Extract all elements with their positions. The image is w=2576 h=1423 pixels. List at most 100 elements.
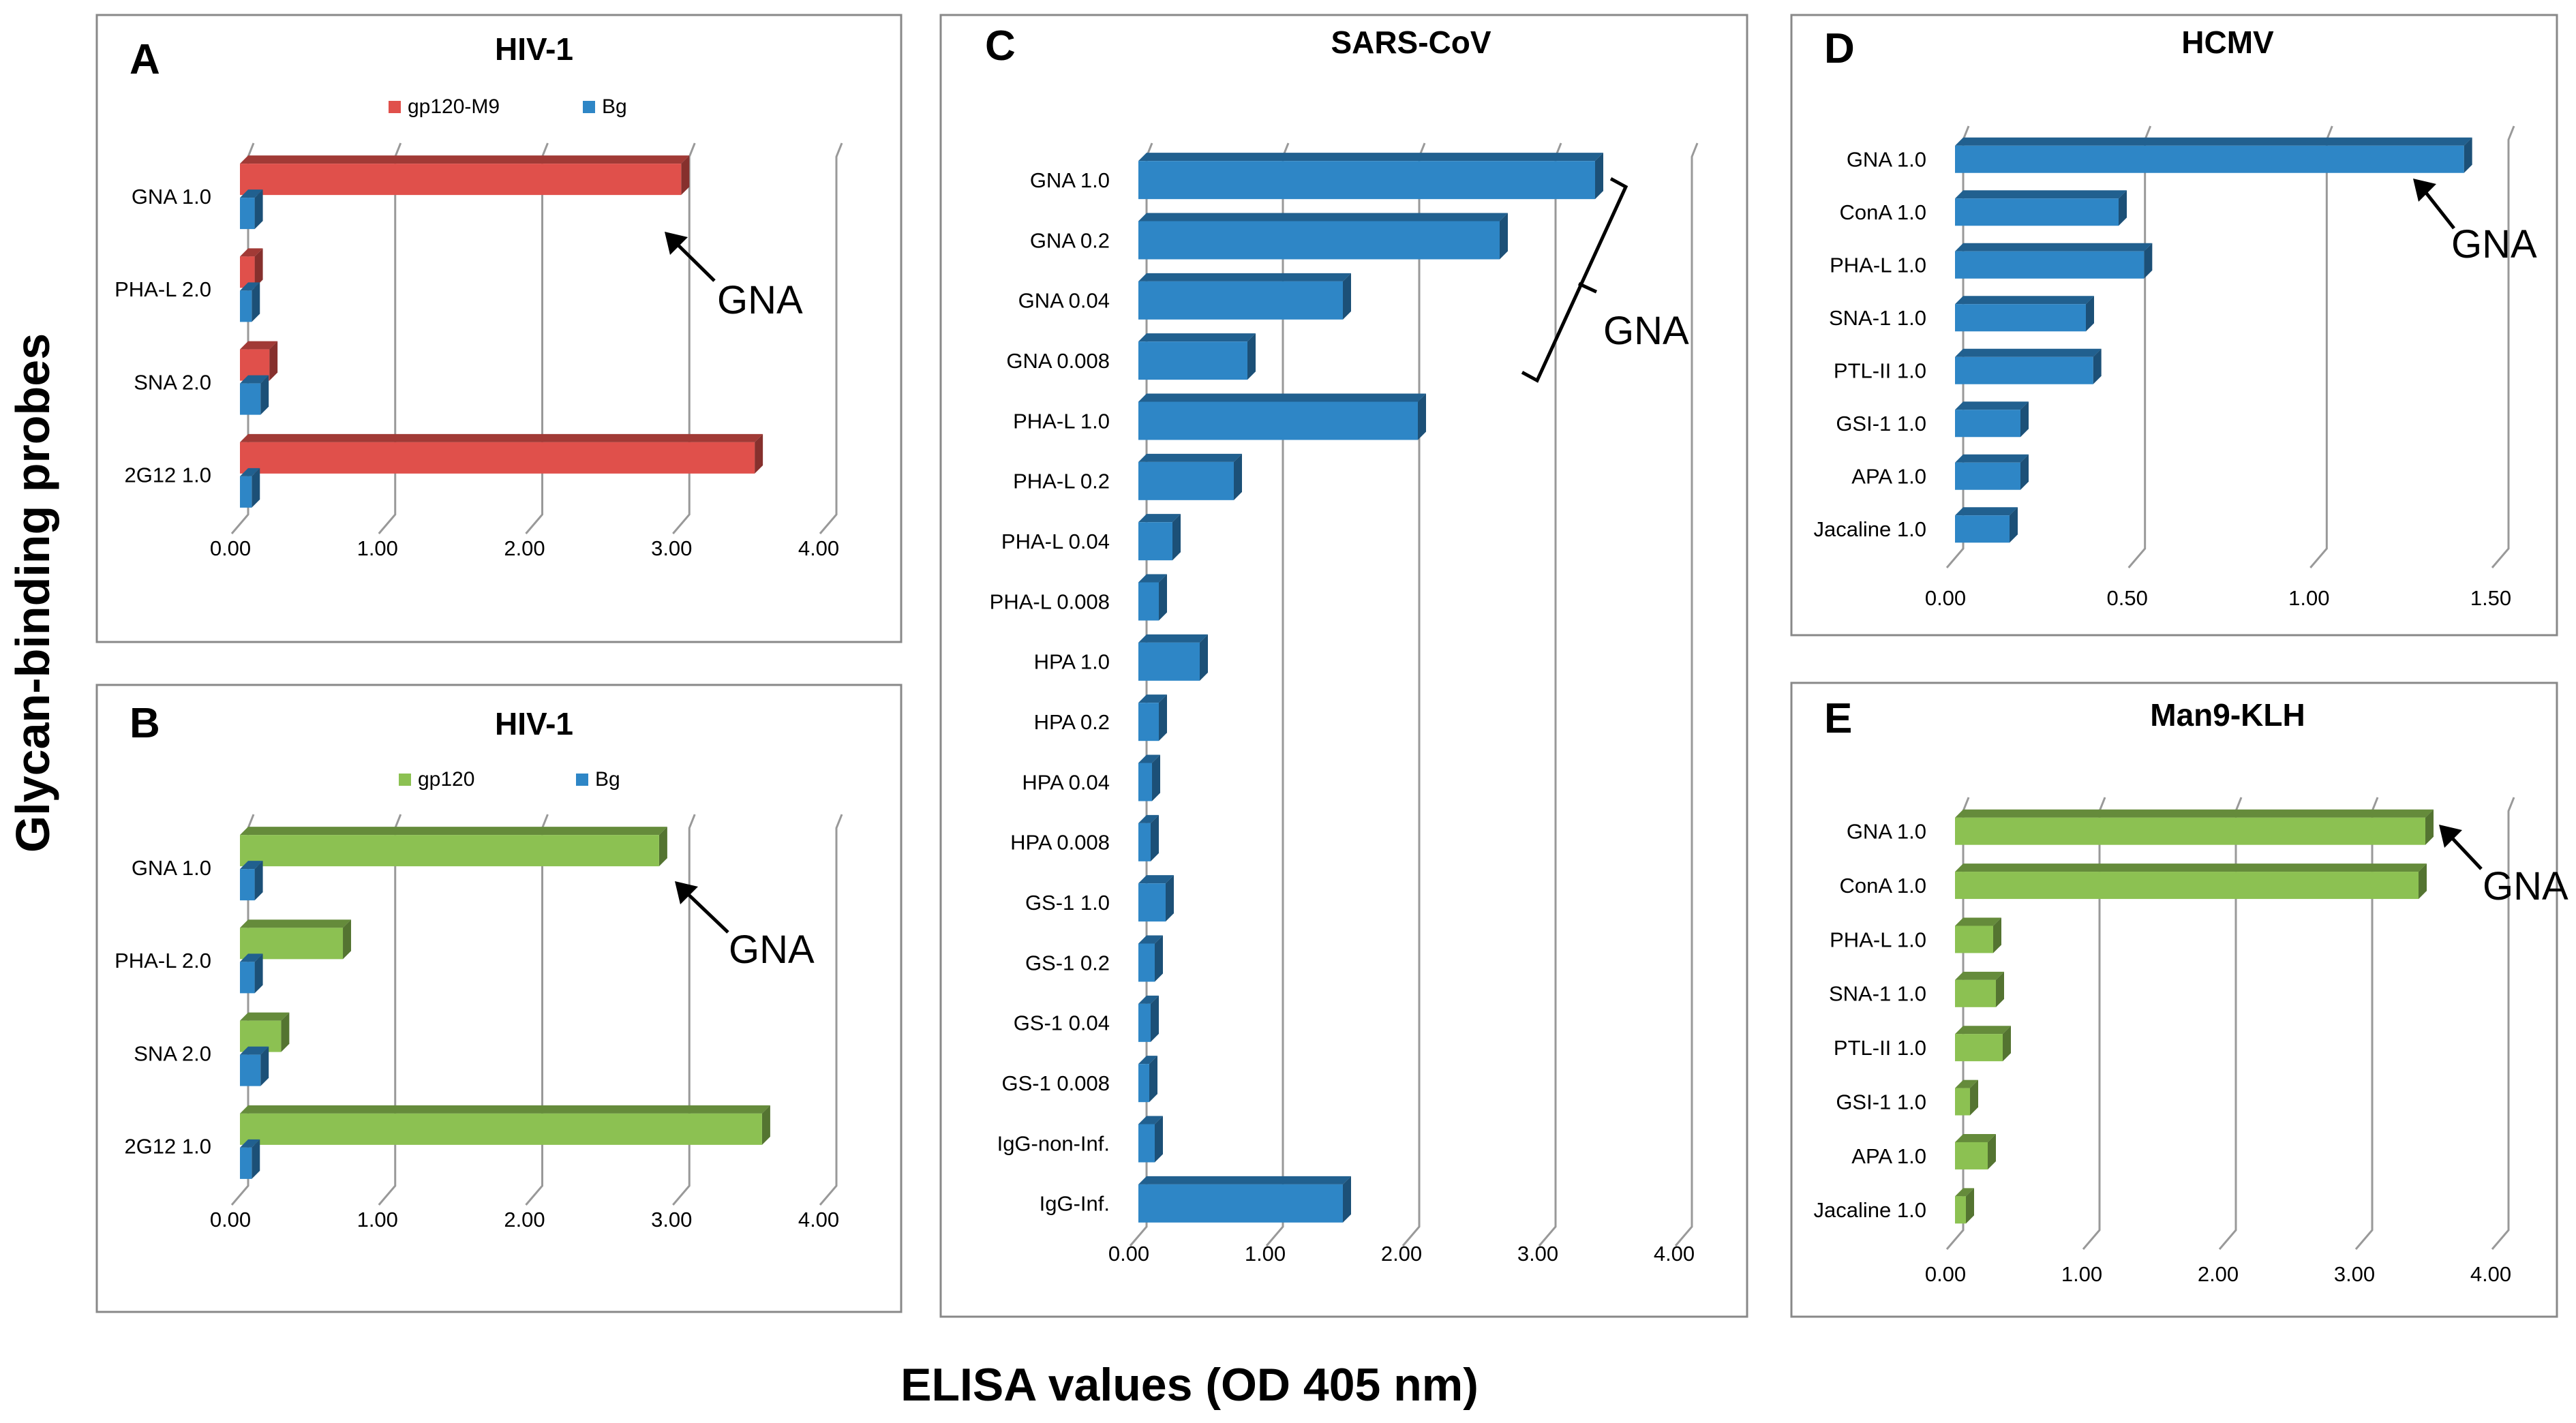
- category-label: PTL-II 1.0: [1834, 359, 1926, 383]
- gridline: [1945, 125, 1970, 568]
- bar-top-face: [240, 375, 269, 384]
- bar-a: [240, 155, 690, 196]
- bar-top-face: [240, 861, 263, 870]
- x-axis-label: ELISA values (OD 405 nm): [900, 1359, 1479, 1411]
- legend-swatch: [399, 774, 411, 786]
- bar-side-face: [252, 282, 260, 322]
- bar-top-face: [1138, 995, 1159, 1004]
- category-label: SNA 2.0: [134, 1041, 211, 1065]
- gridline: [1538, 142, 1562, 1246]
- bar-top-face: [1955, 348, 2102, 357]
- bar-top-face: [1138, 213, 1508, 221]
- bar-front-face: [240, 1054, 261, 1086]
- category-label: PHA-L 2.0: [115, 277, 211, 301]
- bar-c: [1138, 935, 1163, 982]
- bar-e: [1955, 1188, 1974, 1224]
- bar-side-face: [658, 827, 667, 867]
- tick-label: 3.00: [651, 536, 692, 560]
- legend-label: gp120-M9: [408, 95, 500, 118]
- annotation-label: GNA: [1603, 309, 1689, 353]
- bar-d: [1955, 296, 2094, 332]
- bar-d: [1955, 243, 2153, 279]
- chart-title: Man9-KLH: [2150, 697, 2305, 733]
- tick-label: 2.00: [2198, 1262, 2239, 1286]
- bar-side-face: [2003, 1026, 2011, 1062]
- bar-c: [1138, 694, 1167, 741]
- panel-letter: E: [1824, 695, 1852, 742]
- category-label: GS-1 1.0: [1025, 891, 1110, 915]
- bar-side-face: [1234, 453, 1242, 500]
- bar-front-face: [1138, 522, 1172, 561]
- panel-frame: [95, 684, 903, 1313]
- bar-top-face: [1138, 634, 1208, 643]
- bar-side-face: [1166, 875, 1174, 922]
- bar-c: [1138, 153, 1603, 200]
- bar-front-face: [1955, 356, 2093, 384]
- gridline: [2491, 797, 2515, 1250]
- bar-top-face: [1955, 454, 2029, 463]
- annotation-arrowhead: [2413, 179, 2436, 202]
- bar-side-face: [260, 375, 269, 415]
- bar-side-face: [1343, 273, 1351, 320]
- category-label: GS-1 0.04: [1014, 1011, 1110, 1035]
- bar-front-face: [1955, 515, 2010, 543]
- category-label: PHA-L 1.0: [1830, 254, 1926, 277]
- bar-front-face: [1955, 872, 2419, 900]
- bar-front-face: [1138, 221, 1500, 260]
- gridline: [1129, 142, 1153, 1246]
- bar-a: [240, 341, 278, 381]
- annotation-arrow: [682, 888, 729, 934]
- bar-side-face: [343, 919, 352, 960]
- gridline: [819, 142, 843, 534]
- bar-side-face: [1343, 1176, 1351, 1223]
- tick-label: 1.50: [2470, 586, 2511, 610]
- category-label: GNA 0.008: [1006, 349, 1110, 373]
- tick-label: 2.00: [1381, 1242, 1422, 1266]
- gridline: [672, 814, 696, 1206]
- bar-b: [240, 919, 352, 960]
- category-label: ConA 1.0: [1839, 874, 1926, 898]
- bar-b: [240, 827, 667, 867]
- category-label: GNA 1.0: [132, 185, 211, 209]
- chart-title: HIV-1: [495, 31, 573, 67]
- bar-e: [1955, 863, 2427, 900]
- bar-top-face: [1955, 190, 2127, 199]
- bar-side-face: [1155, 935, 1163, 982]
- panel-letter: A: [130, 36, 160, 83]
- category-label: Jacaline 1.0: [1814, 1198, 1926, 1222]
- category-label: APA 1.0: [1851, 1144, 1926, 1168]
- bar-c: [1138, 213, 1508, 260]
- category-label: GSI-1 1.0: [1836, 412, 1926, 435]
- bar-front-face: [1955, 410, 2020, 438]
- tick-label: 3.00: [1517, 1242, 1558, 1266]
- gridline: [2127, 125, 2152, 568]
- bar-top-face: [1955, 809, 2434, 818]
- bar-front-face: [240, 383, 261, 415]
- bar-front-face: [1138, 703, 1159, 741]
- gridline: [378, 814, 402, 1206]
- bar-top-face: [240, 282, 260, 291]
- annotation-arrowhead: [675, 881, 698, 904]
- bar-c: [1138, 814, 1159, 861]
- bar-top-face: [240, 953, 263, 962]
- category-label: APA 1.0: [1851, 465, 1926, 489]
- category-label: PHA-L 0.04: [1001, 530, 1110, 553]
- bar-d: [1955, 137, 2472, 173]
- bar-front-face: [1955, 304, 2086, 332]
- bar-front-face: [240, 1113, 762, 1145]
- category-label: HPA 0.04: [1022, 770, 1110, 794]
- bar-d: [1955, 190, 2127, 226]
- tick-label: 1.00: [2061, 1262, 2102, 1286]
- bar-top-face: [240, 189, 263, 198]
- tick-label: 4.00: [798, 1208, 839, 1231]
- bar-c: [1138, 453, 1242, 500]
- bar-front-face: [1955, 1142, 1988, 1169]
- bar-front-face: [240, 869, 255, 901]
- bar-front-face: [1955, 198, 2119, 226]
- panel-letter: D: [1824, 25, 1855, 72]
- bar-a: [240, 282, 260, 322]
- bar-side-face: [1159, 574, 1167, 621]
- bar-top-face: [240, 433, 763, 442]
- bar-front-face: [1955, 1034, 2003, 1062]
